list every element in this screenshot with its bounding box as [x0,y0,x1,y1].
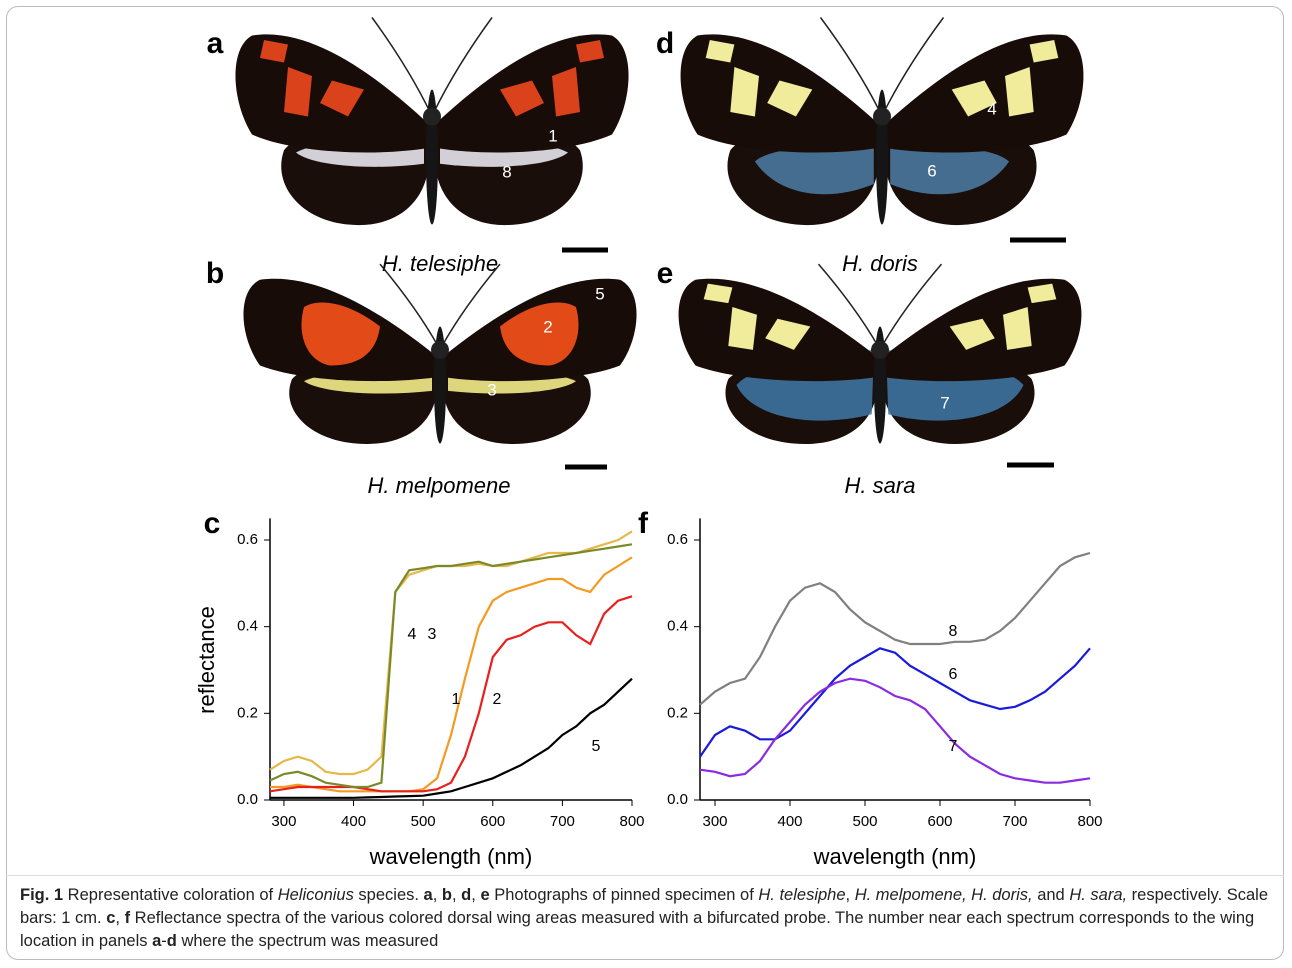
x-tick-label: 300 [702,813,727,830]
y-tick-label: 0.6 [237,531,258,548]
x-tick-label: 600 [927,813,952,830]
x-tick-label: 500 [852,813,877,830]
caption-text: Heliconius [278,886,354,904]
x-tick-label: 700 [1002,813,1027,830]
panel-label: b [206,257,224,290]
spot-label: 8 [502,162,511,181]
spectrum-label: 7 [949,738,958,755]
spot-label: 7 [940,393,949,412]
forewing-patch [1005,67,1034,117]
spectrum-label: 5 [592,738,601,755]
caption: Fig. 1 Representative coloration of Heli… [20,884,1275,953]
caption-label: Fig. 1 [20,886,63,904]
species-name: H. melpomene [367,473,510,498]
forewing-patch [552,67,580,117]
spectrum-label: 6 [949,666,958,683]
x-tick-label: 500 [411,813,436,830]
panel-label: c [204,507,221,540]
x-axis-label: wavelength (nm) [813,844,977,869]
forewing-patch [730,67,759,117]
x-tick-label: 700 [550,813,575,830]
y-tick-label: 0.4 [667,618,688,635]
spot-label: 5 [595,284,604,303]
spot-label: 4 [987,99,996,118]
species-name: H. telesiphe [382,251,498,276]
caption-text: , [846,886,855,904]
specimen-photo [681,18,1084,226]
caption-text: Representative coloration of [63,886,278,904]
x-tick-label: 600 [480,813,505,830]
forewing-patch [728,307,757,350]
spot-label: 3 [487,380,496,399]
spectrum-line [700,553,1090,705]
x-tick-label: 800 [619,813,644,830]
panel-label: f [638,507,649,540]
specimen-photo [243,264,636,444]
caption-ref: e [480,886,489,904]
forewing-patch [284,67,312,117]
spectrum-label: 2 [493,691,502,708]
caption-divider [6,875,1284,876]
y-tick-label: 0.6 [667,531,688,548]
spot-label: 6 [927,161,936,180]
y-axis-label: reflectance [194,606,219,714]
x-tick-label: 300 [271,813,296,830]
caption-text: , [115,909,124,927]
head [871,341,889,359]
y-tick-label: 0.2 [667,704,688,721]
y-tick-label: 0.2 [237,704,258,721]
spectrum-label: 3 [428,626,437,643]
y-tick-label: 0.0 [667,791,688,808]
caption-text: where the spectrum was measured [177,932,438,950]
species-name: H. sara [845,473,916,498]
caption-text: and [1033,886,1070,904]
y-tick-label: 0.0 [237,791,258,808]
head [431,341,449,359]
panel-label: e [657,257,674,290]
panel-label: a [207,27,224,60]
panel-label: d [656,27,674,60]
caption-ref: c [106,909,115,927]
caption-ref: b [442,886,452,904]
y-tick-label: 0.4 [237,618,258,635]
specimen-photo [679,264,1082,444]
spectrum-line [270,557,632,791]
caption-ref: a [152,932,161,950]
caption-text: species. [354,886,424,904]
caption-text: Photographs of pinned specimen of [490,886,759,904]
x-tick-label: 400 [341,813,366,830]
x-axis-label: wavelength (nm) [369,844,533,869]
spectrum-label: 4 [408,626,417,643]
species-name: H. doris [842,251,918,276]
spectrum-line [270,544,632,787]
spectrum-label: 1 [452,691,461,708]
caption-text: , [452,886,461,904]
figure: a H. telesiphe 1 8 b H. melpomene 5 2 3 d H. doris… [0,0,1292,875]
caption-text: H. melpomene, H. doris, [855,886,1033,904]
head [423,108,441,126]
page: a H. telesiphe 1 8 b H. melpomene 5 2 3 d H. doris… [0,0,1292,968]
spectrum-line [700,648,1090,756]
caption-text: H. sara, [1069,886,1127,904]
specimen-photo [235,18,628,226]
caption-text: H. telesiphe [758,886,845,904]
forewing-patch [1003,307,1032,350]
spectrum-line [700,679,1090,783]
caption-text: , [433,886,442,904]
caption-ref: d [461,886,471,904]
head [873,108,891,126]
caption-ref: a [424,886,433,904]
x-tick-label: 400 [777,813,802,830]
spot-label: 2 [543,317,552,336]
spot-label: 1 [548,126,557,145]
x-tick-label: 800 [1077,813,1102,830]
caption-ref: d [167,932,177,950]
spectrum-label: 8 [949,623,958,640]
